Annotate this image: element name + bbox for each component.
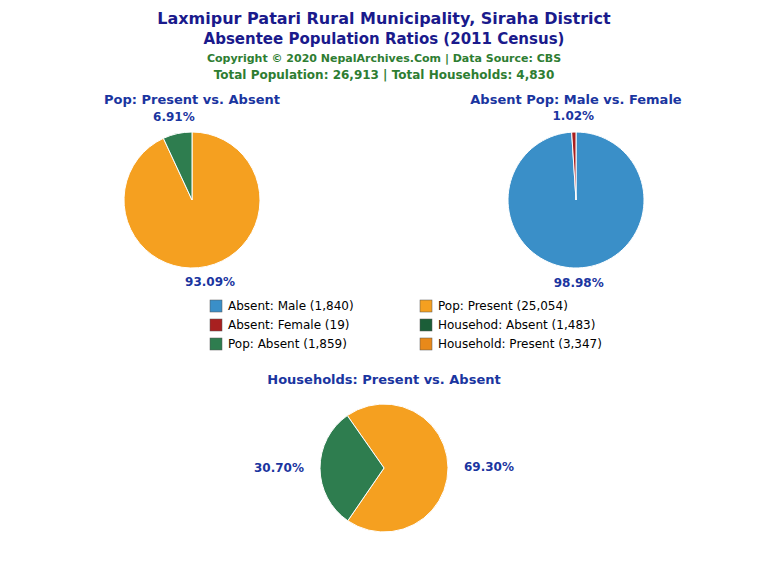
pie-chart: 69.30% 30.70% xyxy=(254,404,514,532)
annotation: Copyright © 2020 NepalArchives.Com | Dat… xyxy=(207,52,561,65)
data-label: 1.02% xyxy=(552,109,594,123)
legend-swatch xyxy=(210,319,222,331)
data-label: 6.91% xyxy=(153,110,195,124)
legend-label: Pop: Present (25,054) xyxy=(438,299,568,313)
legend-label: Household: Present (3,347) xyxy=(438,337,602,351)
chart-title: Households: Present vs. Absent xyxy=(267,372,500,387)
legend-swatch xyxy=(420,319,432,331)
legend-swatch xyxy=(420,338,432,350)
legend: Absent: Male (1,840) Absent: Female (19) P… xyxy=(210,299,602,351)
legend-label: Absent: Male (1,840) xyxy=(228,299,354,313)
chart-root: Laxmipur Patari Rural Municipality, Sira… xyxy=(0,0,768,576)
title: Laxmipur Patari Rural Municipality, Sira… xyxy=(157,9,611,28)
pie-slice xyxy=(163,132,192,200)
data-label: 69.30% xyxy=(464,460,514,474)
data-label: 98.98% xyxy=(554,276,604,290)
data-label: 30.70% xyxy=(254,461,304,475)
annotation: Total Population: 26,913 | Total Househo… xyxy=(214,68,555,82)
legend-label: Pop: Absent (1,859) xyxy=(228,337,347,351)
legend-swatch xyxy=(210,300,222,312)
legend-swatch xyxy=(420,300,432,312)
pie-slice xyxy=(124,132,260,268)
pie-chart: 93.09% 6.91% xyxy=(124,110,260,288)
pie-slice xyxy=(320,416,384,521)
pie-chart: 98.98% 1.02% xyxy=(508,109,644,291)
legend-label: Absent: Female (19) xyxy=(228,318,349,332)
chart-title: Absent Pop: Male vs. Female xyxy=(470,92,682,107)
legend-label: Househod: Absent (1,483) xyxy=(438,318,595,332)
data-label: 93.09% xyxy=(185,275,235,289)
pie-slice xyxy=(508,132,644,268)
subtitle: Absentee Population Ratios (2011 Census) xyxy=(204,30,565,48)
pie-slice xyxy=(572,132,576,200)
legend-swatch xyxy=(210,338,222,350)
chart-title: Pop: Present vs. Absent xyxy=(104,92,280,107)
